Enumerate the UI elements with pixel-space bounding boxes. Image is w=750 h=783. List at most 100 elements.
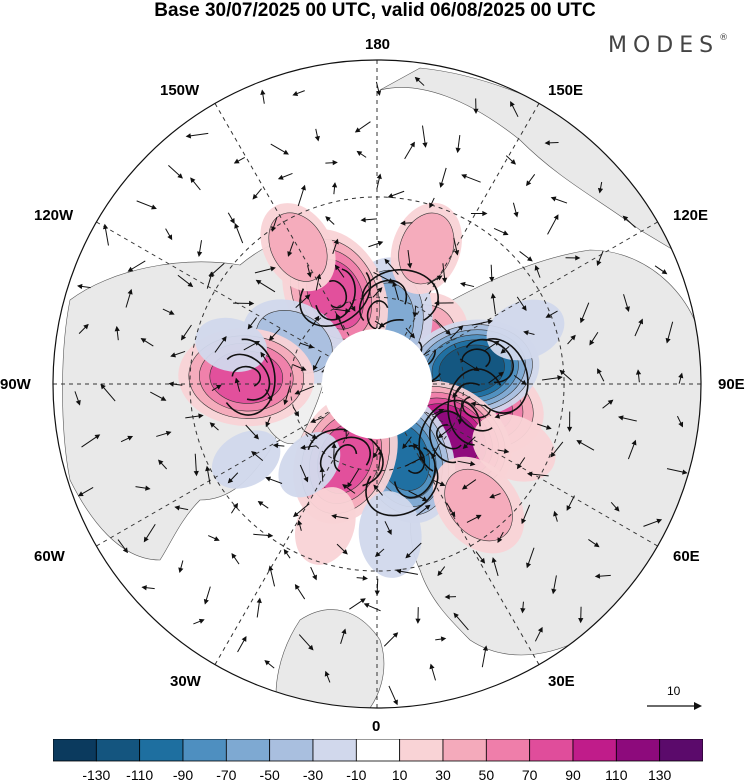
wind-vector bbox=[441, 263, 448, 284]
wind-vector bbox=[100, 383, 116, 402]
wind-vector bbox=[597, 368, 605, 382]
wind-vector bbox=[578, 606, 584, 624]
wind-vector bbox=[135, 485, 151, 491]
wind-vector bbox=[470, 210, 488, 217]
wind-vector bbox=[292, 363, 307, 371]
colorbar-tick-label: -110 bbox=[126, 767, 154, 783]
streamline bbox=[231, 365, 261, 387]
wind-vector bbox=[566, 495, 575, 511]
wind-vector bbox=[534, 264, 541, 278]
wind-vector bbox=[292, 407, 300, 417]
colorbar-swatch bbox=[225, 739, 271, 762]
colorbar-tick-label: 90 bbox=[565, 767, 581, 783]
lon-label-60e: 60E bbox=[673, 548, 700, 565]
wind-vector bbox=[516, 296, 527, 311]
wind-vector bbox=[500, 345, 510, 354]
wind-vector bbox=[170, 350, 186, 358]
wind-vector bbox=[158, 459, 168, 470]
wind-vector bbox=[300, 342, 315, 349]
wind-vector bbox=[627, 439, 637, 460]
colorbar-tick-label: 50 bbox=[478, 767, 495, 783]
streamline bbox=[461, 396, 491, 419]
wind-vector bbox=[461, 174, 481, 183]
wind-vector bbox=[437, 566, 446, 577]
wind-vector bbox=[331, 513, 349, 520]
wind-vector bbox=[666, 468, 688, 475]
wind-vector bbox=[459, 358, 480, 372]
reference-vector-label: 10 bbox=[667, 684, 681, 698]
wind-vector bbox=[416, 504, 431, 517]
streamline bbox=[366, 300, 389, 330]
wind-vector bbox=[331, 182, 338, 195]
wind-vector bbox=[293, 503, 310, 518]
wind-vector bbox=[376, 173, 382, 190]
wind-vector bbox=[77, 487, 94, 497]
wind-vector bbox=[374, 548, 385, 558]
wind-vector bbox=[208, 535, 220, 542]
wind-vector bbox=[252, 188, 262, 200]
wind-vector bbox=[387, 190, 405, 199]
wind-vector bbox=[665, 321, 674, 344]
colorbar-swatch bbox=[529, 739, 574, 762]
wind-vector bbox=[349, 598, 366, 610]
meridian bbox=[96, 383, 378, 547]
wind-vector bbox=[255, 279, 276, 293]
colorbar-swatch bbox=[269, 739, 314, 762]
wind-vector bbox=[150, 391, 167, 401]
colorbar-tick-label: -70 bbox=[216, 767, 237, 783]
wind-vector bbox=[470, 401, 487, 407]
wind-vector bbox=[497, 448, 510, 454]
wind-vector bbox=[356, 150, 367, 158]
wind-vector bbox=[544, 140, 559, 146]
wind-vector bbox=[471, 319, 494, 326]
wind-vector bbox=[209, 422, 219, 431]
wind-vector bbox=[433, 479, 446, 487]
wind-vector bbox=[260, 351, 268, 363]
wind-vector bbox=[505, 155, 517, 165]
wind-vector bbox=[268, 565, 276, 587]
wind-vector bbox=[676, 415, 684, 428]
wind-vector bbox=[392, 281, 400, 301]
wind-vector bbox=[265, 389, 273, 402]
streamline bbox=[226, 353, 271, 401]
wind-vector bbox=[257, 500, 269, 509]
wind-vector bbox=[310, 566, 317, 581]
wind-vector bbox=[559, 369, 572, 381]
wind-vector bbox=[461, 479, 477, 490]
wind-vector bbox=[550, 196, 568, 204]
wind-vector bbox=[579, 302, 590, 324]
map-title: Base 30/07/2025 00 UTC, valid 06/08/2025… bbox=[154, 0, 596, 21]
wind-vector bbox=[437, 425, 454, 439]
wind-vector bbox=[429, 663, 437, 681]
wind-vector bbox=[459, 281, 475, 288]
wind-vector bbox=[435, 320, 451, 336]
wind-vector bbox=[234, 223, 244, 244]
wind-vector bbox=[165, 228, 173, 241]
wind-vector bbox=[363, 603, 381, 612]
wind-vector bbox=[520, 601, 526, 614]
wind-vector bbox=[412, 443, 425, 458]
wind-vector bbox=[404, 456, 425, 467]
wind-vector bbox=[407, 249, 413, 269]
wind-vector bbox=[292, 90, 305, 96]
wind-vector bbox=[356, 575, 368, 581]
wind-vector bbox=[643, 518, 663, 527]
colorbar-tick-label: -130 bbox=[82, 767, 111, 783]
lon-label-180: 180 bbox=[365, 36, 391, 53]
wind-vector bbox=[523, 330, 535, 336]
wind-vector bbox=[331, 442, 337, 460]
wind-vector bbox=[243, 340, 261, 351]
wind-vector bbox=[400, 220, 413, 226]
wind-vector bbox=[168, 381, 183, 387]
wind-vector bbox=[526, 471, 549, 477]
wind-vector bbox=[550, 441, 564, 458]
wind-vector bbox=[233, 156, 245, 164]
wind-vector bbox=[431, 445, 439, 460]
polar-cap bbox=[322, 329, 432, 439]
wind-vector bbox=[422, 125, 428, 148]
wind-vector bbox=[466, 514, 482, 523]
colorbar-swatch bbox=[659, 739, 703, 762]
wind-vector bbox=[623, 294, 630, 312]
wind-vector bbox=[489, 264, 495, 283]
meridian bbox=[376, 383, 540, 665]
